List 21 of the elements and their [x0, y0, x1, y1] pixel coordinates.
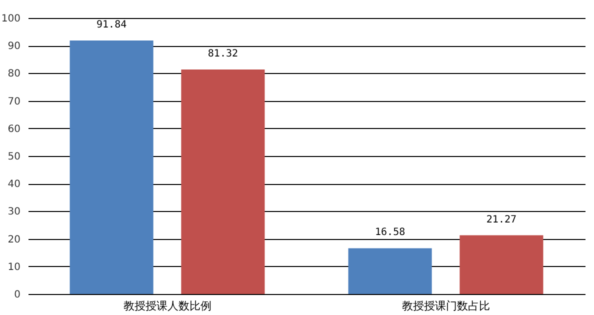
y-tick-label: 10: [8, 262, 20, 273]
bar: [348, 248, 432, 294]
y-tick-label: 50: [8, 152, 20, 162]
y-tick-label: 0: [14, 290, 20, 300]
bar: [181, 70, 265, 294]
data-label: 16.58: [374, 227, 406, 238]
y-tick-label: 30: [8, 206, 20, 218]
x-tick-label: 教授授课人数比例: [123, 300, 212, 312]
bar: [460, 235, 544, 294]
y-tick-label: 60: [8, 124, 20, 135]
bar: [70, 40, 154, 294]
data-label: 21.27: [486, 214, 517, 226]
y-tick-label: 20: [8, 234, 20, 246]
y-tick-label: 70: [8, 96, 20, 108]
data-label: 81.32: [208, 48, 238, 60]
data-label: 91.84: [96, 20, 127, 31]
y-tick-label: 90: [8, 41, 20, 52]
y-tick-label: 100: [1, 14, 20, 24]
y-tick-label: 80: [8, 68, 20, 80]
y-tick-label: 40: [8, 179, 20, 190]
x-tick-label: 教授授课门数占比: [402, 300, 490, 312]
